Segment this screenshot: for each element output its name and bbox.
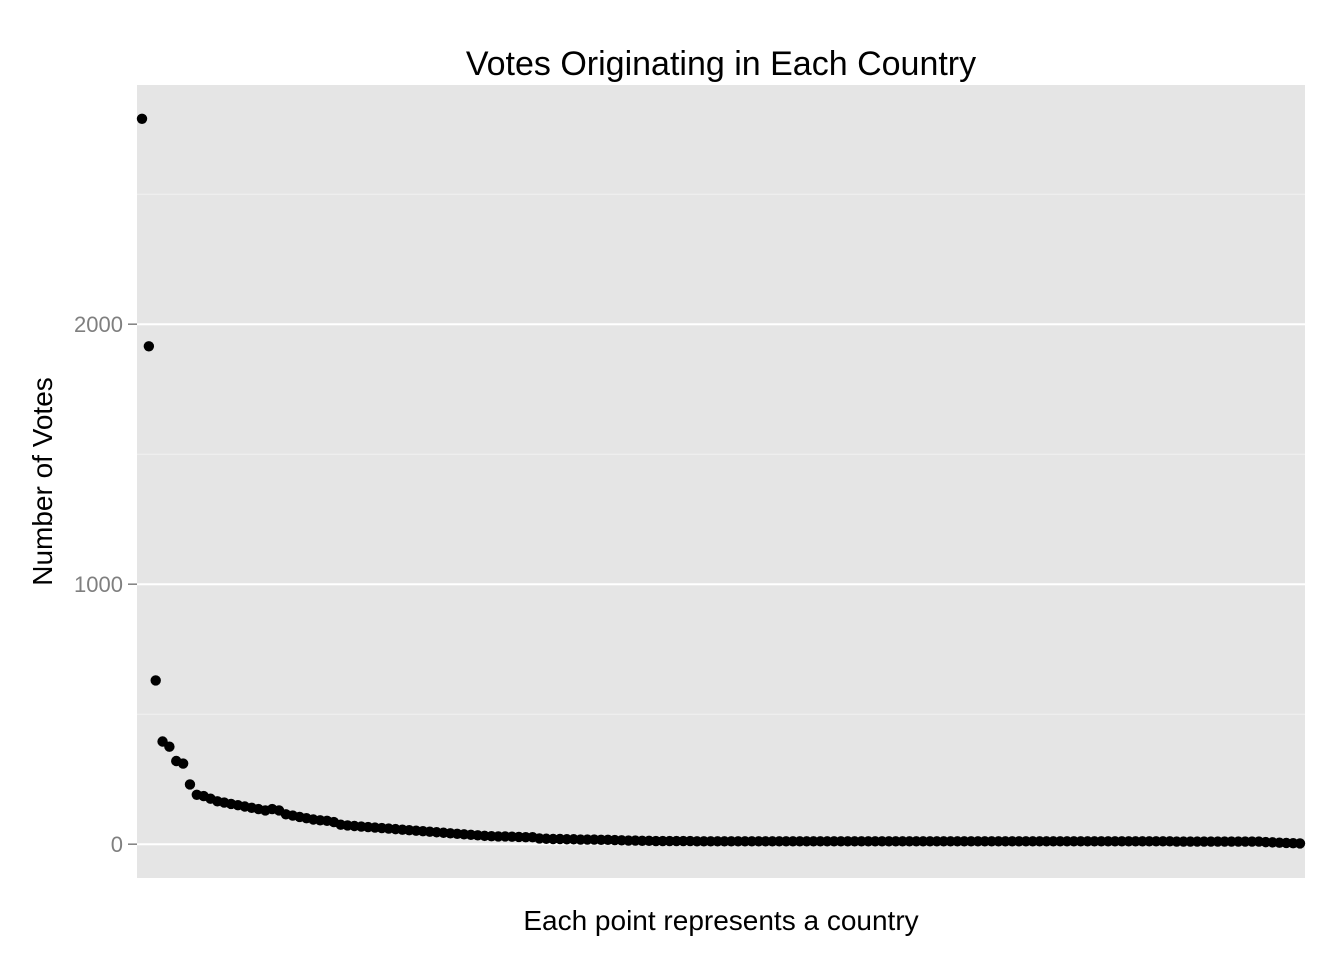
data-point	[184, 779, 196, 790]
y-axis-title: Number of Votes	[27, 377, 58, 586]
y-tick-label: 0	[111, 832, 123, 857]
data-point	[177, 758, 189, 769]
x-axis-title: Each point represents a country	[523, 905, 918, 936]
data-point	[150, 675, 161, 686]
y-axis: 0 1000 2000	[74, 312, 137, 857]
y-tick-label: 2000	[74, 312, 123, 337]
data-point	[136, 113, 148, 125]
data-point	[164, 741, 175, 752]
data-points	[136, 113, 1306, 849]
data-point	[143, 341, 155, 352]
chart-title: Votes Originating in Each Country	[466, 45, 976, 83]
plot-panel	[137, 85, 1305, 878]
y-tick-label: 1000	[74, 572, 123, 597]
data-point	[1294, 838, 1306, 849]
